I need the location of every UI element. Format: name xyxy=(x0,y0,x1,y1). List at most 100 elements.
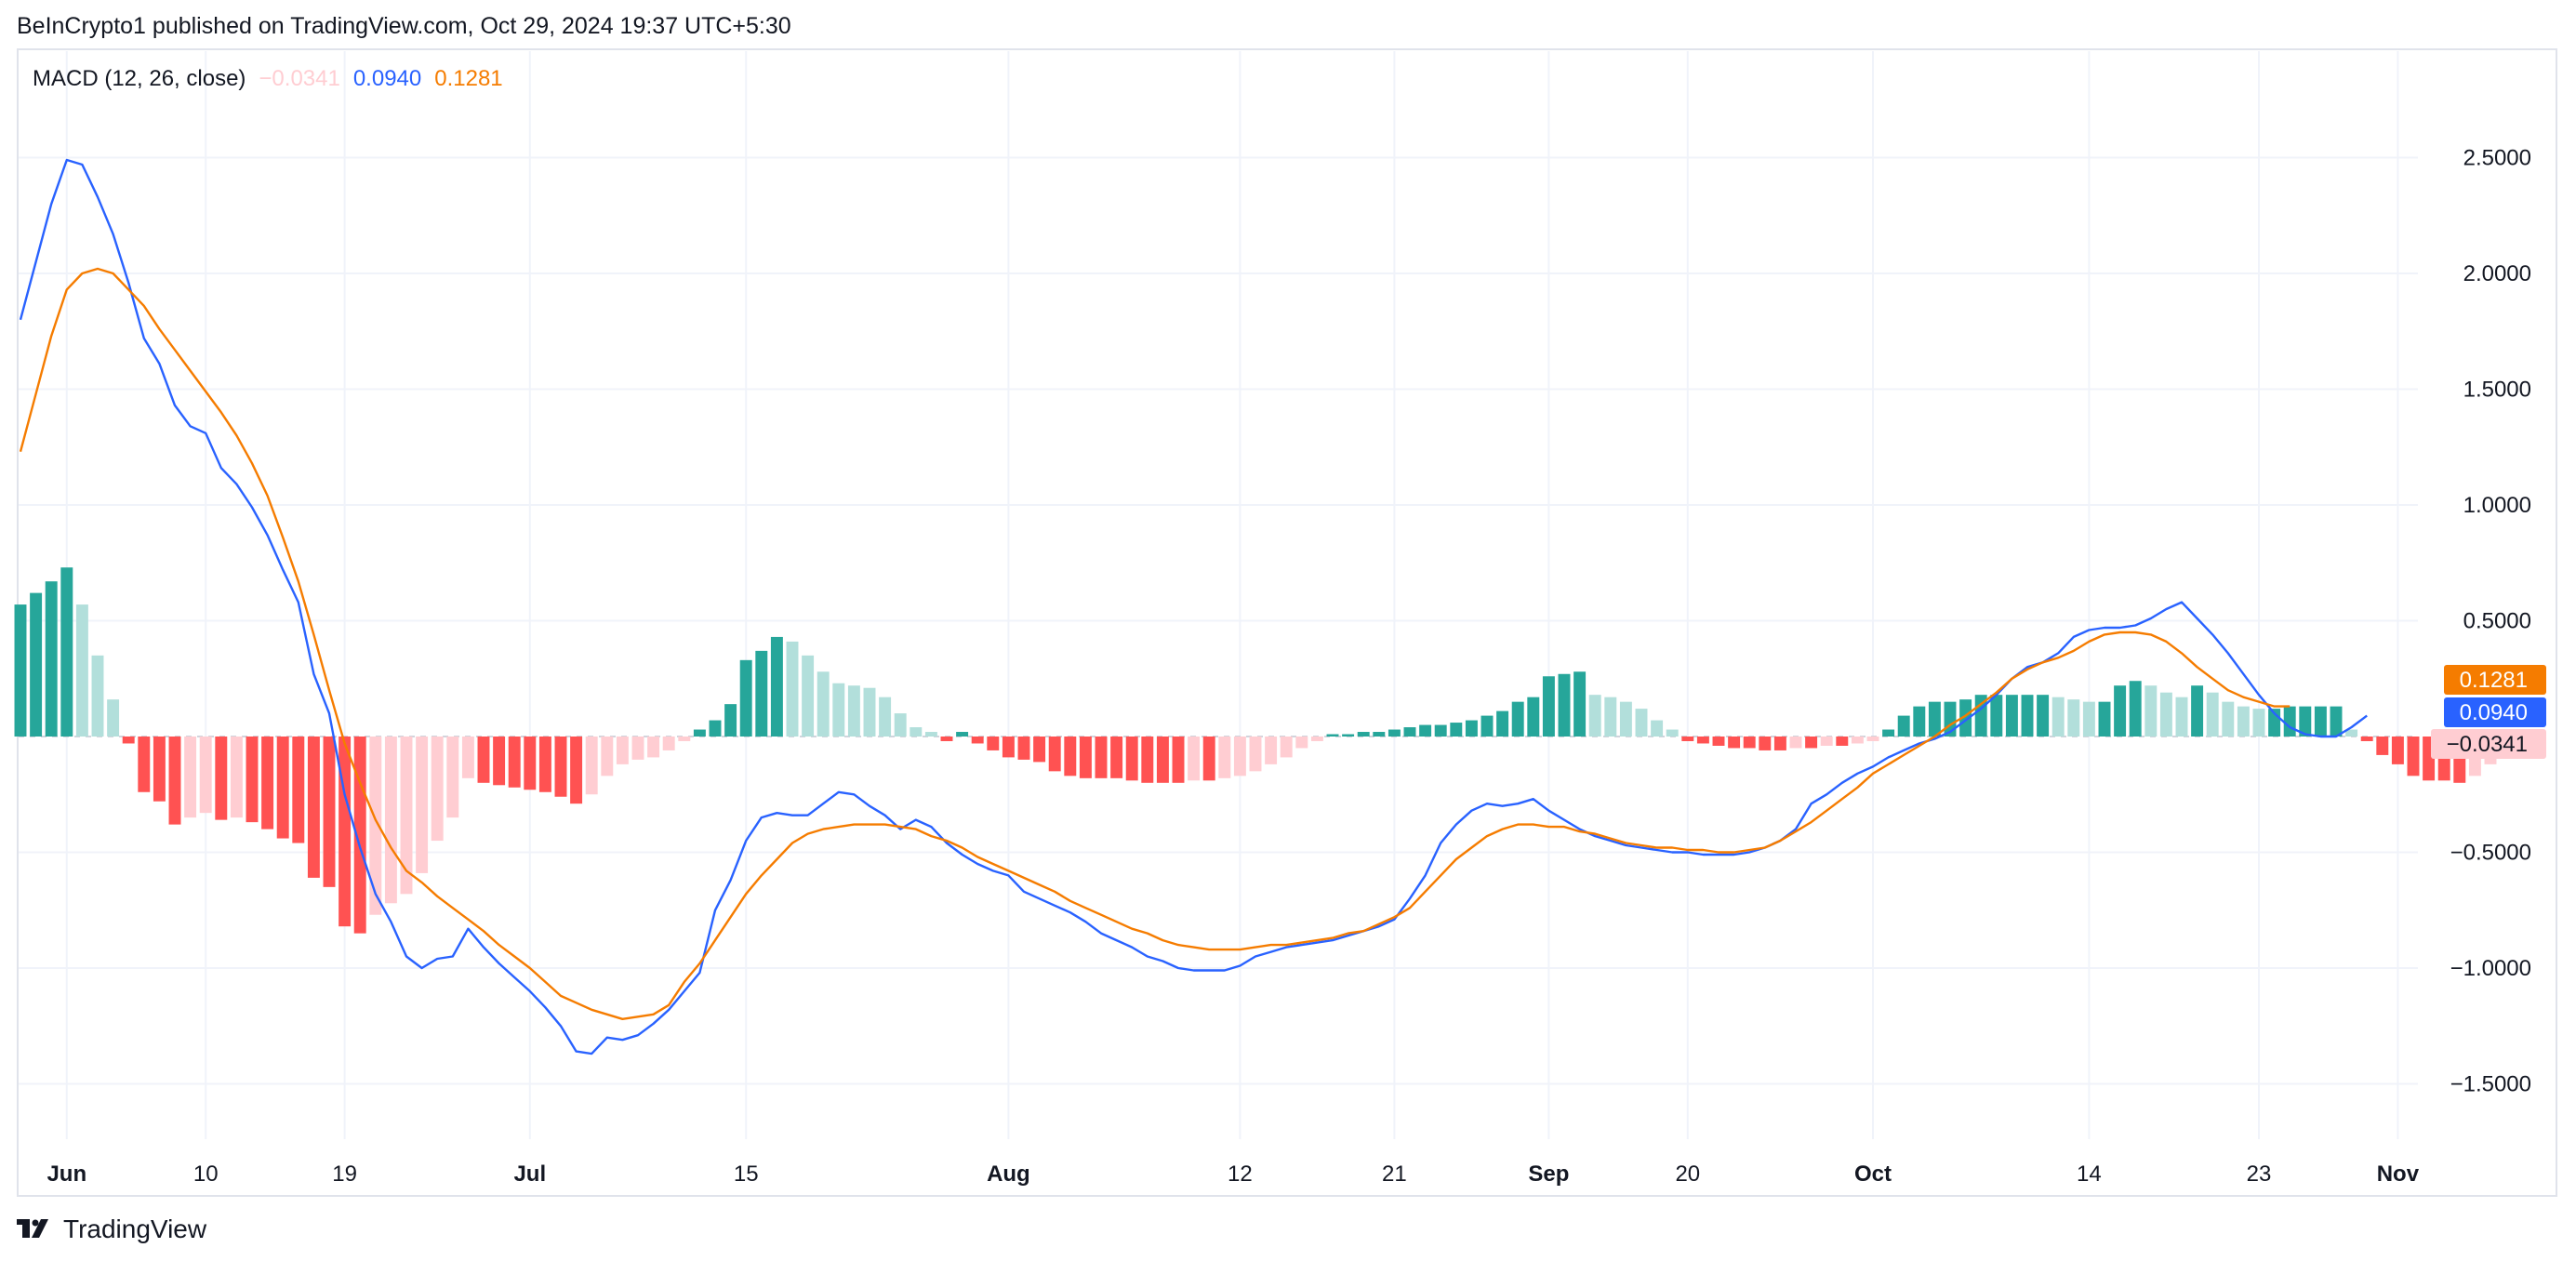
histogram-bar xyxy=(1388,729,1401,737)
histogram-bar xyxy=(199,737,212,814)
y-tick-label: 2.5000 xyxy=(2463,146,2531,171)
histogram-bar xyxy=(75,604,88,737)
y-tick-label: 1.5000 xyxy=(2463,378,2531,403)
histogram-bar xyxy=(1990,695,2003,737)
histogram-bar xyxy=(770,636,783,737)
histogram-bar xyxy=(538,737,551,792)
indicator-title[interactable]: MACD (12, 26, close) xyxy=(33,66,246,91)
histogram-bar xyxy=(2206,692,2219,737)
histogram-bar xyxy=(2021,695,2034,737)
histogram-bar xyxy=(261,737,274,830)
histogram-bar xyxy=(353,737,366,934)
histogram-bar xyxy=(2314,706,2327,737)
histogram-bar xyxy=(1619,701,1632,737)
histogram-bar xyxy=(1928,701,1941,737)
x-tick-label: Nov xyxy=(2377,1161,2420,1187)
histogram-bar xyxy=(107,699,120,737)
x-tick-label: 23 xyxy=(2247,1161,2272,1187)
histogram-bar xyxy=(1897,715,1910,737)
last-value-label-bg xyxy=(2431,729,2546,759)
histogram-bar xyxy=(2191,685,2204,737)
histogram-bar xyxy=(755,650,768,737)
histogram-bar xyxy=(1357,732,1370,737)
histogram-bar xyxy=(1836,737,1849,746)
histogram-bar xyxy=(416,737,429,873)
histogram-bar xyxy=(1218,737,1231,778)
histogram-bar xyxy=(1604,697,1617,737)
histogram-bar xyxy=(2037,695,2050,737)
histogram-bar xyxy=(2129,681,2142,737)
y-axis: 2.5000 2.0000 1.5000 1.0000 0.5000 −0.5000 −1.… xyxy=(2450,146,2531,1097)
histogram-value: −0.0341 xyxy=(259,66,340,91)
x-tick-label: 12 xyxy=(1228,1161,1253,1187)
histogram-bar xyxy=(832,683,845,737)
histogram-bar xyxy=(2252,709,2265,737)
histogram-bar xyxy=(323,737,336,887)
histogram-bar xyxy=(1342,734,1355,737)
histogram-bar xyxy=(276,737,289,839)
histogram-bar xyxy=(91,655,104,737)
histogram-bar xyxy=(307,737,320,878)
histogram-bar xyxy=(616,737,629,764)
histogram-bar xyxy=(1959,699,1972,737)
histogram-bar xyxy=(1079,737,1092,778)
histogram-bar xyxy=(1141,737,1154,783)
histogram-bar xyxy=(1805,737,1818,749)
histogram-bar xyxy=(60,567,73,737)
histogram-bar xyxy=(2283,706,2296,737)
histogram-bar xyxy=(1125,737,1138,781)
x-tick-label: Sep xyxy=(1528,1161,1569,1187)
x-tick-label: 14 xyxy=(2077,1161,2102,1187)
histogram-bar xyxy=(1651,720,1664,737)
histogram-bar xyxy=(1573,671,1587,737)
macd-line xyxy=(19,158,2368,1055)
histogram-bar xyxy=(631,737,644,760)
x-tick-label: Jul xyxy=(513,1161,546,1187)
histogram-bar xyxy=(339,737,352,927)
y-tick-label: −0.5000 xyxy=(2450,841,2531,866)
histogram-bar xyxy=(446,737,459,818)
indicator-legend[interactable]: MACD (12, 26, close) −0.0341 0.0940 0.12… xyxy=(33,66,503,92)
histogram-bar xyxy=(1249,737,1262,772)
histogram-bar xyxy=(1882,729,1895,737)
x-tick-label: 10 xyxy=(193,1161,219,1187)
histogram-bar xyxy=(1743,737,1756,749)
x-tick-label: Oct xyxy=(1854,1161,1892,1187)
histogram-bar xyxy=(1789,737,1802,749)
histogram-bar xyxy=(431,737,444,842)
histogram-bar xyxy=(2082,701,2095,737)
histogram-bar xyxy=(1696,737,1709,744)
histogram-bar xyxy=(1866,737,1879,741)
histogram-bar xyxy=(30,592,43,737)
histogram-bar xyxy=(1017,737,1030,760)
histogram-bar xyxy=(1048,737,1061,772)
histogram-bar xyxy=(847,685,860,737)
publisher-header: BeInCrypto1 published on TradingView.com… xyxy=(17,13,791,39)
histogram-bar xyxy=(168,737,181,825)
histogram-bar xyxy=(1666,729,1679,737)
histogram-bar xyxy=(508,737,521,788)
histogram-bar xyxy=(879,697,892,737)
histogram-bar xyxy=(1681,737,1694,741)
footer-brand[interactable]: TradingView xyxy=(17,1215,206,1244)
histogram-bar xyxy=(739,659,752,737)
x-axis: Jun 10 19 Jul 15 Aug 12 21 Sep 20 Oct 14 23 Nov xyxy=(46,1161,2419,1187)
histogram-bar xyxy=(14,604,27,737)
histogram-bar xyxy=(1558,673,1571,737)
histogram-bar xyxy=(2159,692,2172,737)
histogram-bar xyxy=(786,641,799,737)
histogram-bar xyxy=(1728,737,1741,749)
histogram-bar xyxy=(2114,685,2127,737)
histogram-bar xyxy=(585,737,598,795)
histogram-bar xyxy=(2391,737,2404,764)
histogram-bar xyxy=(1434,724,1447,737)
histogram-bar xyxy=(1481,715,1494,737)
last-value-label: 0.1281 xyxy=(2460,668,2528,693)
histogram-bar xyxy=(1496,710,1509,737)
histogram-bar xyxy=(1450,723,1463,737)
histogram-bar xyxy=(1110,737,1123,778)
histogram-bar xyxy=(1188,737,1201,781)
histogram-bar xyxy=(1326,734,1339,737)
histogram-bar xyxy=(817,671,830,737)
